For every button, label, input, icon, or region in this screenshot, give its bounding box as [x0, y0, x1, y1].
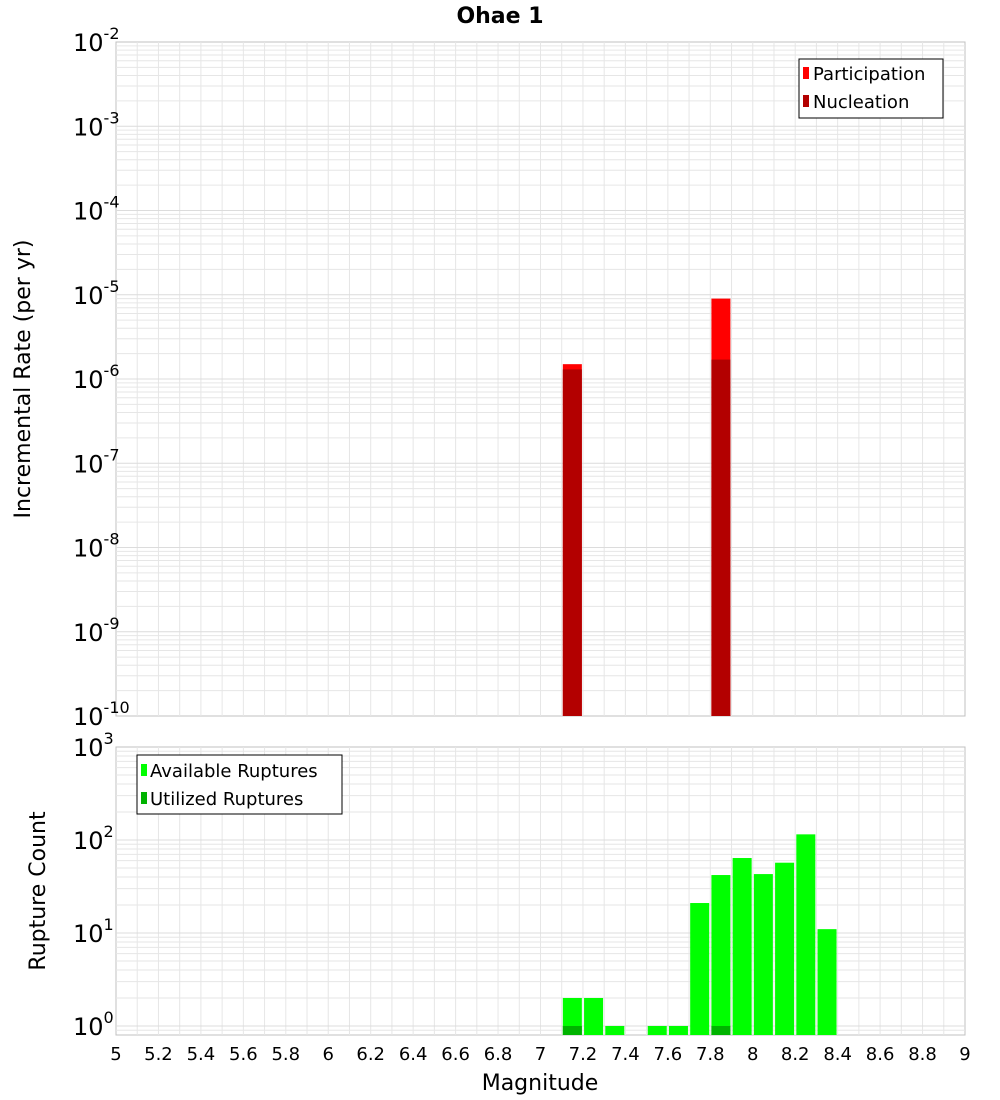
x-tick-label: 6.4 — [399, 1044, 428, 1065]
rate-legend: Participation Nucleation — [798, 58, 944, 119]
bar-available-ruptures — [584, 997, 604, 1035]
participation-legend-swatch — [803, 67, 809, 79]
available-legend-swatch — [141, 764, 147, 776]
x-tick-label: 7.8 — [696, 1044, 725, 1065]
count-panel: 100 101 102 103 5 5.2 5.4 5.6 5.8 6 6.2 6.4 6.6 6.8 7… — [26, 729, 971, 1096]
bar-available-ruptures — [562, 997, 582, 1035]
y-tick-label: 10-8 — [73, 530, 120, 563]
y-tick-label: 103 — [73, 729, 114, 762]
x-tick-label: 6.8 — [484, 1044, 513, 1065]
y-tick-label: 100 — [73, 1008, 114, 1041]
chart-title: Ohae 1 — [456, 4, 543, 29]
bar-overlay-nucleation — [711, 359, 731, 716]
x-tick-label: 7.2 — [569, 1044, 598, 1065]
x-tick-label: 9 — [959, 1044, 970, 1065]
rate-y-ticks: 10-10 10-9 10-8 10-7 10-6 10-5 10-4 10-3 10-2 — [73, 24, 130, 731]
nucleation-legend-swatch — [803, 95, 809, 107]
bar-available-ruptures — [753, 874, 773, 1035]
x-tick-label: 7 — [535, 1044, 546, 1065]
bar-available-ruptures — [668, 1025, 688, 1035]
bar-available-ruptures — [732, 858, 752, 1035]
rate-bars — [562, 298, 731, 716]
bar-available-ruptures — [711, 875, 731, 1035]
participation-legend-label: Participation — [813, 64, 925, 85]
x-axis-label: Magnitude — [482, 1071, 599, 1096]
x-tick-label: 7.4 — [611, 1044, 640, 1065]
y-tick-label: 10-3 — [73, 108, 120, 141]
magnitude-x-ticks: 5 5.2 5.4 5.6 5.8 6 6.2 6.4 6.6 6.8 7 7.2 7.4 7.6 7.8 8… — [110, 1044, 970, 1065]
y-tick-label: 10-7 — [73, 445, 120, 478]
y-tick-label: 10-9 — [73, 614, 120, 647]
y-tick-label: 101 — [73, 915, 114, 948]
count-y-axis-label: Rupture Count — [26, 811, 51, 971]
bar-available-ruptures — [605, 1025, 625, 1035]
count-legend: Available Ruptures Utilized Ruptures — [136, 754, 343, 815]
utilized-legend-swatch — [141, 792, 147, 804]
bar-available-ruptures — [796, 834, 816, 1035]
bar-overlay-utilized-ruptures — [711, 1025, 731, 1035]
count-bars — [562, 834, 837, 1035]
rate-panel: 10-10 10-9 10-8 10-7 10-6 10-5 10-4 10-3 10-2 In… — [11, 24, 966, 731]
y-tick-label: 10-5 — [73, 277, 120, 310]
x-tick-label: 8.2 — [781, 1044, 810, 1065]
count-y-ticks: 100 101 102 103 — [73, 729, 114, 1041]
y-tick-label: 102 — [73, 822, 114, 855]
x-tick-label: 8 — [747, 1044, 758, 1065]
x-tick-label: 6.2 — [356, 1044, 385, 1065]
x-tick-label: 6.6 — [441, 1044, 470, 1065]
y-tick-label: 10-2 — [73, 24, 120, 57]
x-tick-label: 8.6 — [866, 1044, 895, 1065]
x-tick-label: 5.6 — [229, 1044, 258, 1065]
rate-legend-box — [798, 58, 944, 119]
x-tick-label: 6 — [323, 1044, 334, 1065]
rate-grid — [116, 42, 965, 716]
y-tick-label: 10-4 — [73, 193, 120, 226]
x-tick-label: 5.2 — [144, 1044, 173, 1065]
bar-available-ruptures — [775, 862, 795, 1035]
x-tick-label: 7.6 — [654, 1044, 683, 1065]
x-tick-label: 5.8 — [271, 1044, 300, 1065]
x-tick-label: 5.4 — [187, 1044, 216, 1065]
bar-overlay-nucleation — [562, 369, 582, 716]
count-legend-box — [136, 754, 343, 815]
nucleation-legend-label: Nucleation — [813, 92, 909, 113]
bar-available-ruptures — [690, 903, 710, 1035]
y-tick-label: 10-6 — [73, 361, 120, 394]
bar-available-ruptures — [647, 1025, 667, 1035]
utilized-legend-label: Utilized Ruptures — [150, 789, 303, 810]
x-tick-label: 8.4 — [823, 1044, 852, 1065]
available-legend-label: Available Ruptures — [150, 761, 318, 782]
y-tick-label: 10-10 — [73, 698, 130, 731]
bar-available-ruptures — [817, 929, 837, 1035]
x-tick-label: 5 — [110, 1044, 121, 1065]
x-tick-label: 8.8 — [908, 1044, 937, 1065]
rate-y-axis-label: Incremental Rate (per yr) — [11, 240, 36, 519]
bar-overlay-utilized-ruptures — [562, 1025, 582, 1035]
